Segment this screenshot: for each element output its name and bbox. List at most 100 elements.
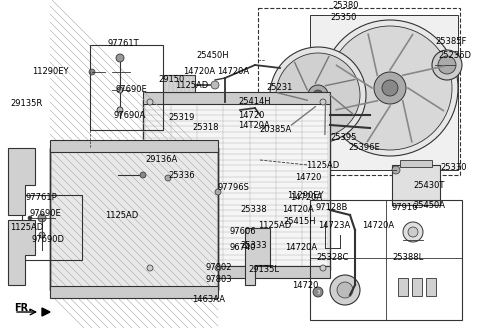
Text: 1125AD: 1125AD xyxy=(10,222,43,232)
Text: 25430T: 25430T xyxy=(413,180,444,190)
Text: 97796S: 97796S xyxy=(218,183,250,193)
Bar xyxy=(392,165,440,205)
Circle shape xyxy=(392,166,400,174)
Circle shape xyxy=(28,216,32,220)
Text: 97690D: 97690D xyxy=(32,236,65,244)
Circle shape xyxy=(140,172,146,178)
Circle shape xyxy=(308,85,328,105)
Circle shape xyxy=(330,275,360,305)
Text: 25414H: 25414H xyxy=(238,97,271,107)
Text: 25330: 25330 xyxy=(440,163,467,173)
Text: 14T20A: 14T20A xyxy=(238,120,270,130)
Bar xyxy=(426,278,436,296)
Text: 25231: 25231 xyxy=(266,84,292,92)
Circle shape xyxy=(276,53,360,137)
Circle shape xyxy=(374,72,406,104)
Circle shape xyxy=(215,189,221,195)
Circle shape xyxy=(215,265,221,271)
Circle shape xyxy=(313,90,323,100)
Bar xyxy=(310,200,462,320)
Bar xyxy=(143,266,330,278)
Circle shape xyxy=(328,26,452,150)
Text: 97690E: 97690E xyxy=(115,86,147,94)
Text: 1463AA: 1463AA xyxy=(192,296,225,304)
Text: 29136A: 29136A xyxy=(145,155,177,165)
Text: 25350: 25350 xyxy=(330,13,356,23)
Text: 14720A: 14720A xyxy=(290,194,322,202)
Text: 25318: 25318 xyxy=(192,124,218,133)
Circle shape xyxy=(117,107,123,113)
Text: 1125AD: 1125AD xyxy=(105,211,138,219)
Circle shape xyxy=(432,50,462,80)
Text: 29135R: 29135R xyxy=(10,99,42,109)
Circle shape xyxy=(165,175,171,181)
Bar xyxy=(143,100,330,270)
Text: 25328C: 25328C xyxy=(316,254,348,262)
Text: 14720: 14720 xyxy=(295,174,322,182)
Bar xyxy=(258,8,460,175)
Text: 96740: 96740 xyxy=(230,243,256,253)
Bar xyxy=(398,278,408,296)
Text: 25319: 25319 xyxy=(168,113,194,122)
Circle shape xyxy=(147,99,153,105)
Circle shape xyxy=(39,232,45,238)
Text: 20385A: 20385A xyxy=(259,126,291,134)
Text: 14723A: 14723A xyxy=(318,220,350,230)
Text: 29150: 29150 xyxy=(158,75,184,85)
Circle shape xyxy=(337,282,353,298)
Polygon shape xyxy=(8,220,35,285)
Circle shape xyxy=(89,69,95,75)
Polygon shape xyxy=(8,148,35,215)
Bar xyxy=(310,15,458,170)
Circle shape xyxy=(116,54,124,62)
Text: 25450A: 25450A xyxy=(413,200,445,210)
Text: 11290EY: 11290EY xyxy=(32,68,69,76)
Bar xyxy=(50,148,218,290)
Text: 1125AD: 1125AD xyxy=(175,80,208,90)
Circle shape xyxy=(313,287,323,297)
Text: 97690A: 97690A xyxy=(113,111,145,119)
Circle shape xyxy=(403,222,423,242)
Text: 25385F: 25385F xyxy=(435,37,467,47)
Text: 97803: 97803 xyxy=(205,276,232,284)
Circle shape xyxy=(38,214,46,222)
Polygon shape xyxy=(245,228,270,285)
Text: 29135L: 29135L xyxy=(248,265,279,275)
Text: 3: 3 xyxy=(316,290,320,295)
Text: 25396E: 25396E xyxy=(348,144,380,153)
Circle shape xyxy=(322,20,458,156)
Text: 97802: 97802 xyxy=(205,263,231,273)
Text: 97128B: 97128B xyxy=(316,203,348,213)
Text: 25333: 25333 xyxy=(240,240,266,250)
Text: 1125AD: 1125AD xyxy=(258,220,291,230)
Text: 14T20A: 14T20A xyxy=(282,206,314,215)
Bar xyxy=(163,75,195,92)
Text: 25388L: 25388L xyxy=(392,254,423,262)
Circle shape xyxy=(28,233,32,237)
Text: 97606: 97606 xyxy=(230,228,257,236)
Circle shape xyxy=(270,47,366,143)
Bar xyxy=(50,140,218,152)
Text: 25450H: 25450H xyxy=(196,51,228,59)
Text: 14720A: 14720A xyxy=(285,243,317,253)
Circle shape xyxy=(211,81,219,89)
Text: 11290EY: 11290EY xyxy=(287,191,324,199)
Circle shape xyxy=(408,227,418,237)
Bar xyxy=(50,286,218,298)
Circle shape xyxy=(147,265,153,271)
Polygon shape xyxy=(42,308,50,316)
Text: 25336: 25336 xyxy=(168,171,194,179)
Bar xyxy=(400,160,432,167)
Text: 97761T: 97761T xyxy=(108,38,140,48)
Circle shape xyxy=(320,99,326,105)
Bar xyxy=(50,148,218,290)
Bar xyxy=(22,195,82,260)
Text: 97761P: 97761P xyxy=(26,193,58,201)
Text: 14720A: 14720A xyxy=(183,68,215,76)
Bar xyxy=(412,278,422,296)
Circle shape xyxy=(382,80,398,96)
Text: 25338: 25338 xyxy=(240,206,266,215)
Text: 25380: 25380 xyxy=(332,1,359,10)
Text: 1125AD: 1125AD xyxy=(306,161,339,171)
Circle shape xyxy=(438,56,456,74)
